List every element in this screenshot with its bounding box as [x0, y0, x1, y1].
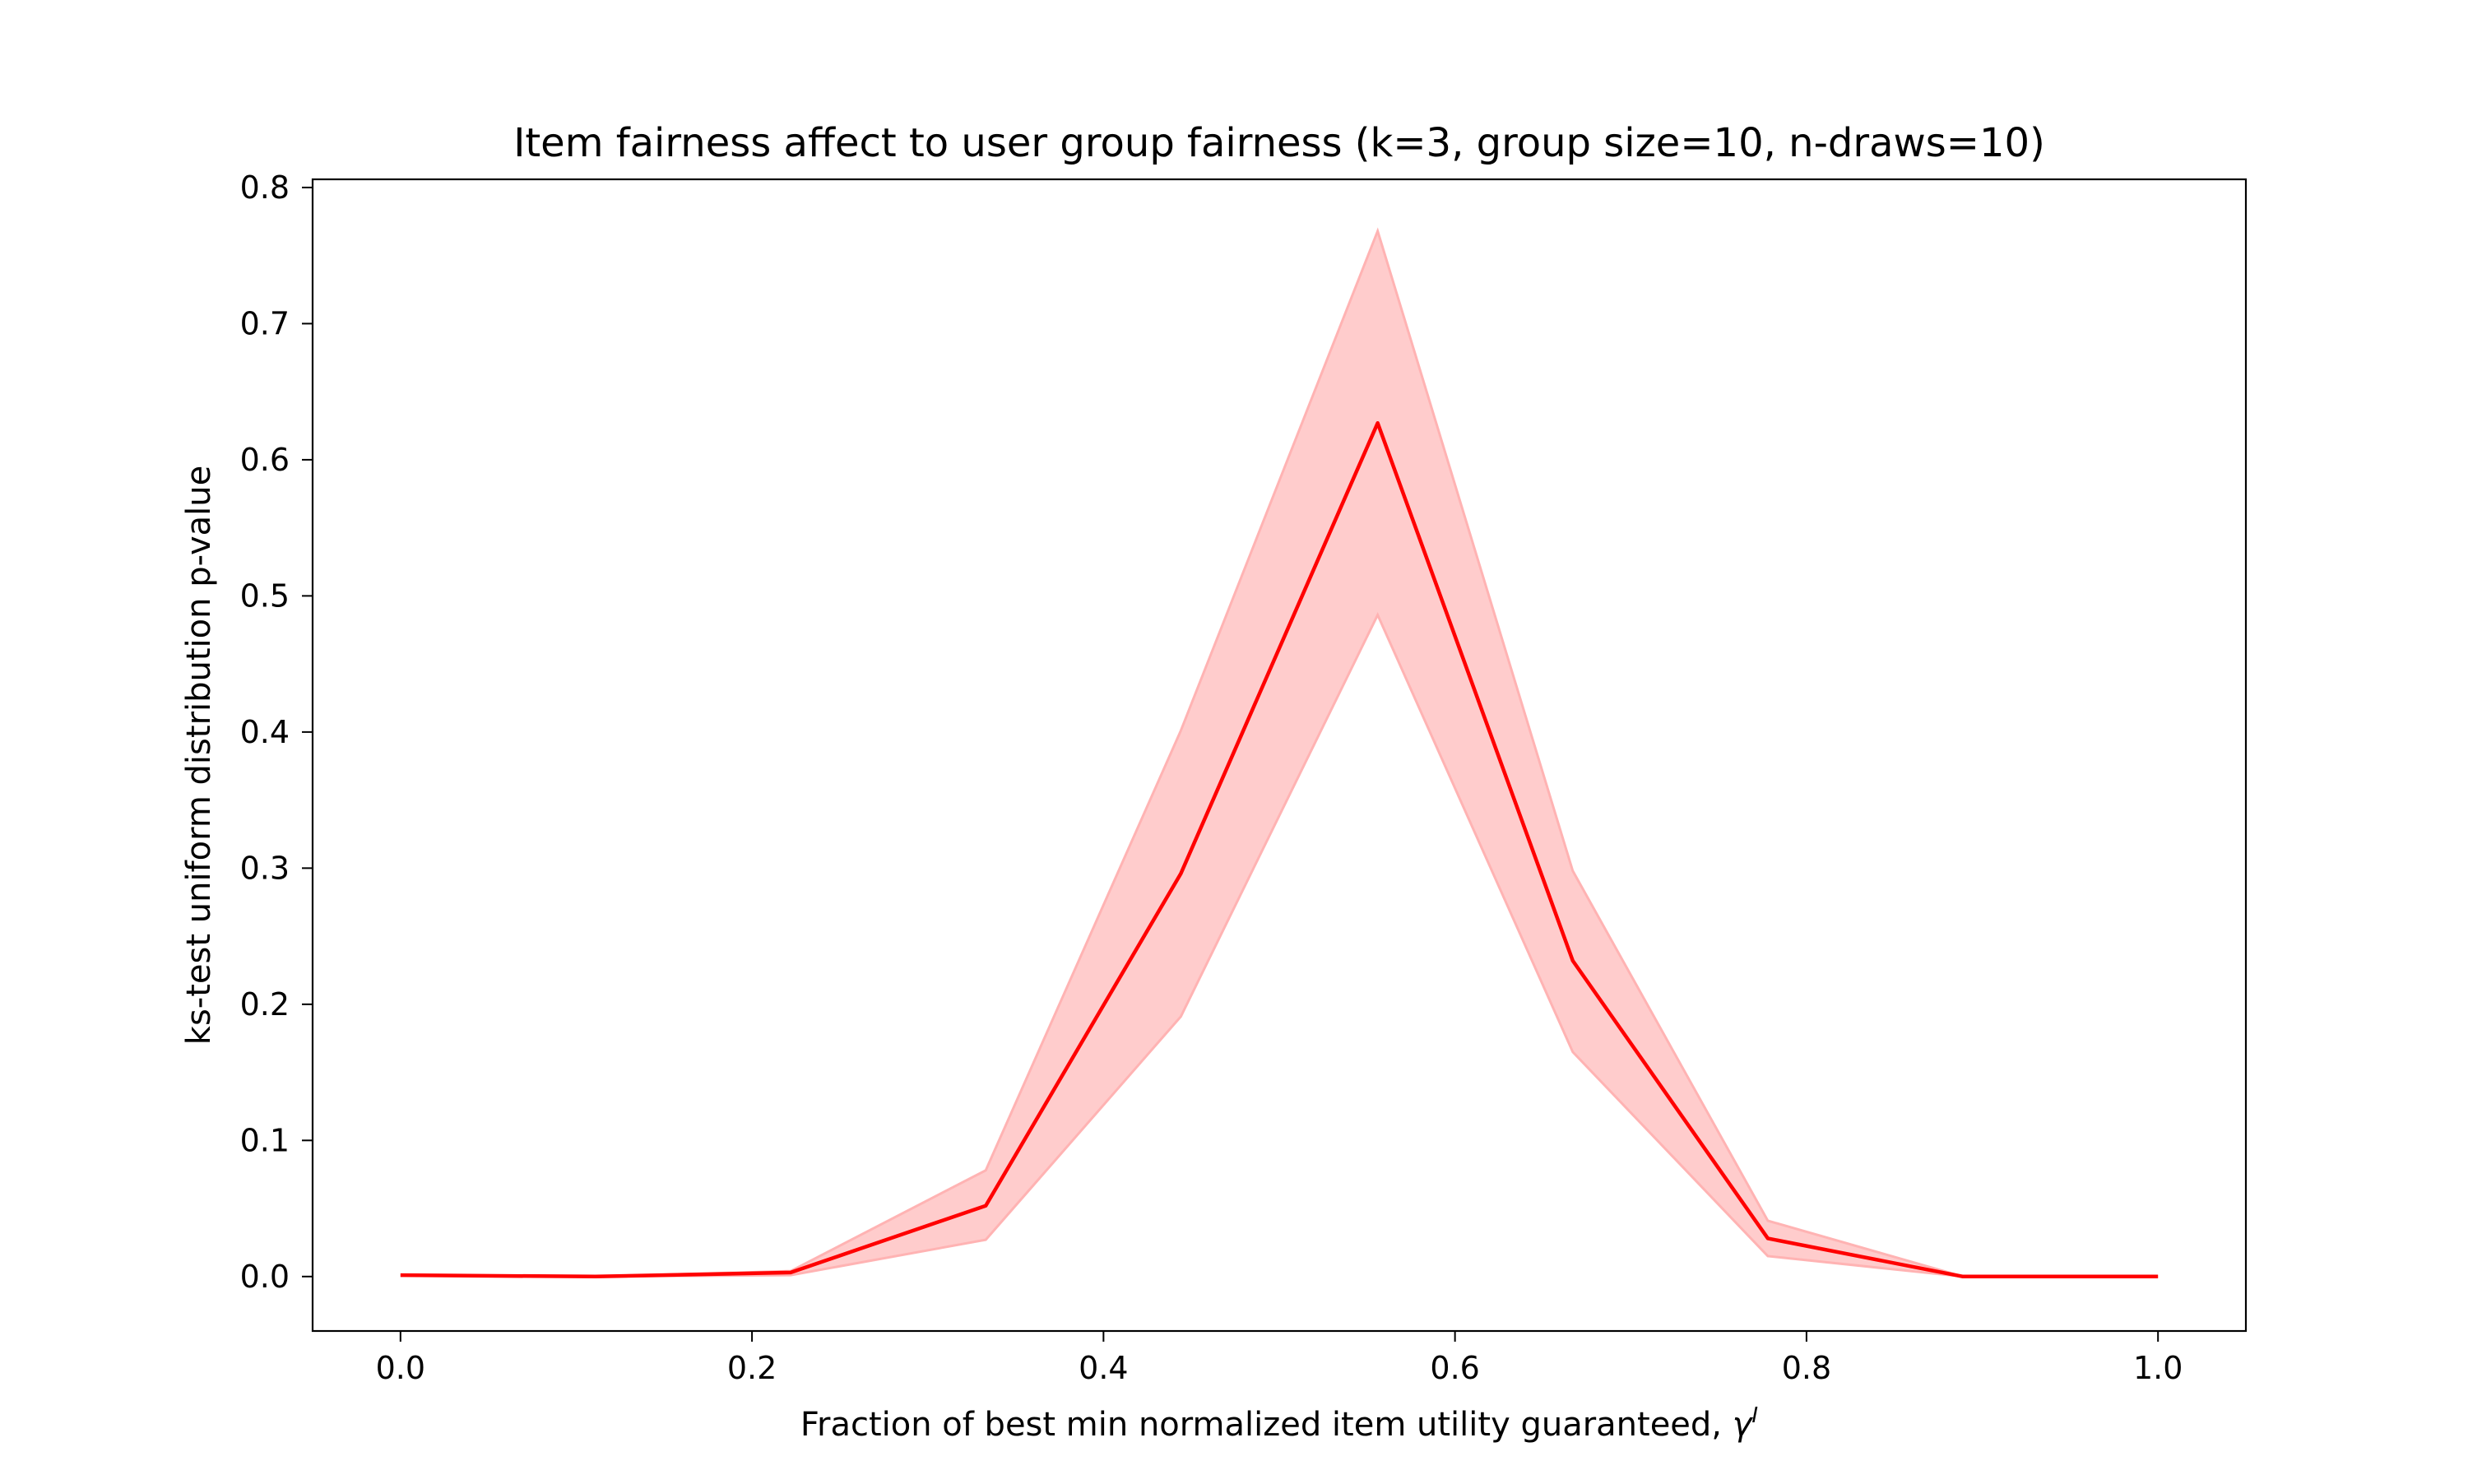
y-tick-label: 0.8 [240, 169, 290, 206]
y-axis-label: ks-test uniform distribution p-value [180, 466, 218, 1045]
x-axis-label-text: Fraction of best min normalized item uti… [800, 1406, 1733, 1444]
y-tick-label: 0.7 [240, 305, 290, 341]
y-tick-label: 0.0 [240, 1259, 290, 1295]
x-axis-label-symbol: γ [1733, 1406, 1754, 1444]
y-tick-label: 0.6 [240, 442, 290, 478]
x-tick-label: 0.8 [1782, 1350, 1831, 1386]
y-tick-label: 0.3 [240, 850, 290, 886]
x-axis-label-superscript: I [1751, 1403, 1758, 1428]
x-tick-label: 0.6 [1430, 1350, 1479, 1386]
y-tick-label: 0.2 [240, 986, 290, 1023]
y-tick-label: 0.4 [240, 714, 290, 750]
x-axis-label: Fraction of best min normalized item uti… [800, 1403, 1758, 1444]
x-tick-label: 0.2 [727, 1350, 777, 1386]
x-tick-label: 0.4 [1079, 1350, 1128, 1386]
y-tick-label: 0.5 [240, 577, 290, 614]
chart-title: Item fairness affect to user group fairn… [513, 120, 2045, 166]
x-tick-label: 0.0 [376, 1350, 425, 1386]
y-tick-label: 0.1 [240, 1122, 290, 1158]
x-tick-label: 1.0 [2133, 1350, 2183, 1386]
